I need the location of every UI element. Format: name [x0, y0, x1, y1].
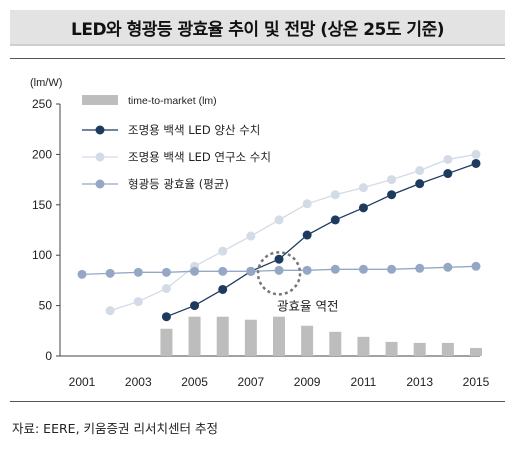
point-fluorescent: [133, 267, 143, 277]
point-led-lab: [387, 175, 397, 185]
crossover-annotation: 광효율 역전: [277, 298, 338, 313]
x-tick-label: 2009: [294, 375, 321, 389]
x-tick-label: 2005: [181, 375, 208, 389]
point-led-production: [330, 215, 340, 225]
legend-marker-led-production: [95, 125, 105, 135]
point-led-lab: [358, 183, 368, 193]
legend-label-led-lab: 조명용 백색 LED 연구소 수치: [128, 150, 271, 164]
bar-time-to-market: [357, 336, 370, 356]
line-led-production: [166, 162, 477, 318]
point-led-lab: [415, 166, 425, 176]
point-led-lab: [302, 199, 312, 209]
point-fluorescent: [387, 264, 397, 274]
bar-time-to-market: [329, 331, 342, 356]
bar-time-to-market: [413, 342, 426, 356]
legend-marker-fluorescent: [95, 179, 105, 189]
y-tick-label: 100: [32, 248, 52, 262]
point-led-lab: [471, 149, 481, 159]
x-tick-label: 2001: [69, 375, 96, 389]
point-fluorescent: [358, 264, 368, 274]
y-tick-label: 150: [32, 198, 52, 212]
point-led-production: [471, 158, 481, 168]
point-led-lab: [330, 190, 340, 200]
point-led-production: [161, 312, 171, 322]
y-tick-label: 250: [32, 97, 52, 111]
x-tick-label: 2007: [238, 375, 265, 389]
bar-time-to-market: [470, 347, 482, 356]
source-note: 자료: EERE, 키움증권 리서치센터 추정: [12, 421, 218, 436]
led-efficiency-chart: 0 50 100 150 200 250 (lm/W) 2001 2003 2005 2007 200…: [30, 77, 490, 389]
bar-time-to-market: [441, 342, 454, 356]
x-tick-label: 2003: [125, 375, 152, 389]
point-fluorescent: [443, 262, 453, 272]
bar-time-to-market: [301, 325, 314, 356]
bar-time-to-market: [188, 316, 201, 356]
chart-title: LED와 형광등 광효율 추이 및 전망 (상온 25도 기준): [71, 19, 444, 40]
legend-marker-led-lab: [95, 152, 105, 162]
x-tick-label: 2015: [463, 375, 490, 389]
point-led-lab: [133, 297, 143, 307]
point-fluorescent: [77, 269, 87, 279]
bar-time-to-market: [216, 316, 229, 356]
point-fluorescent: [415, 263, 425, 273]
y-unit-label: (lm/W): [30, 77, 62, 89]
point-led-lab: [274, 215, 284, 225]
point-fluorescent: [302, 265, 312, 275]
point-fluorescent: [218, 266, 228, 276]
legend-label-led-production: 조명용 백색 LED 양산 수치: [128, 123, 260, 137]
crossover-circle: [256, 251, 302, 296]
bar-time-to-market: [244, 319, 257, 356]
point-fluorescent: [105, 268, 115, 278]
point-fluorescent: [246, 266, 256, 276]
point-led-production: [358, 203, 368, 213]
point-led-production: [387, 190, 397, 200]
y-tick-label: 0: [45, 349, 52, 363]
chart-frame: [10, 58, 505, 402]
x-tick-label: 2011: [351, 375, 377, 389]
bar-time-to-market: [273, 316, 285, 356]
point-led-production: [443, 169, 453, 179]
point-led-production: [415, 179, 425, 189]
point-fluorescent: [161, 267, 171, 277]
point-fluorescent: [190, 266, 200, 276]
legend-label-fluorescent: 형광등 광효율 (평균): [128, 177, 229, 191]
legend-swatch-time-to-market: [82, 95, 118, 105]
point-led-lab: [246, 231, 256, 241]
point-led-production: [274, 254, 284, 264]
y-tick-label: 200: [32, 147, 52, 161]
point-led-production: [218, 284, 228, 294]
point-led-lab: [218, 246, 228, 256]
point-led-lab: [105, 306, 115, 316]
point-led-lab: [443, 154, 453, 164]
point-fluorescent: [274, 265, 284, 275]
line-led-lab: [109, 153, 477, 312]
x-tick-label: 2013: [406, 375, 433, 389]
bar-time-to-market: [160, 328, 173, 356]
point-led-production: [190, 301, 200, 311]
point-led-lab: [161, 283, 171, 293]
point-led-production: [302, 230, 312, 240]
legend-label-time-to-market: time-to-market (lm): [128, 95, 217, 107]
chart-title-bar: LED와 형광등 광효율 추이 및 전망 (상온 25도 기준): [10, 10, 505, 46]
point-fluorescent: [330, 264, 340, 274]
y-tick-label: 50: [39, 299, 53, 313]
point-fluorescent: [471, 261, 481, 271]
bar-time-to-market: [385, 341, 398, 356]
